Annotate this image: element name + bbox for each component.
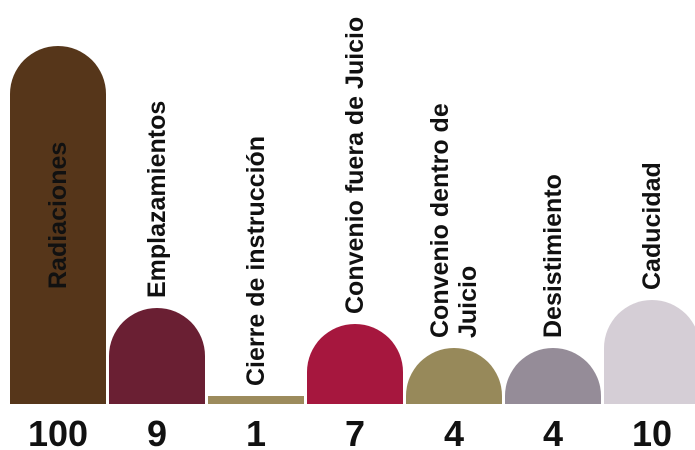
category-label-cierre-de-instruccion: Cierre de instrucción [242,136,270,386]
category-label-desistimiento: Desistimiento [539,174,567,338]
category-label-radiaciones: Radiaciones [44,142,72,289]
bar-radiaciones [10,46,106,404]
category-label-emplazamientos: Emplazamientos [143,101,171,298]
value-label-desistimiento: 4 [543,413,563,450]
svg-text:Radiaciones: Radiaciones [44,142,72,289]
svg-text:Desistimiento: Desistimiento [539,174,567,338]
value-label-emplazamientos: 9 [147,413,167,450]
value-label-radiaciones: 100 [28,413,88,450]
value-label-convenio-fuera-de-juicio: 7 [345,413,365,450]
value-label-convenio-dentro-de-juicio: 4 [444,413,464,450]
svg-text:Convenio dentro de: Convenio dentro de [426,103,454,338]
bar-desistimiento [505,348,601,404]
category-label-convenio-fuera-de-juicio: Convenio fuera de Juicio [341,17,369,314]
svg-text:Juicio: Juicio [454,266,482,338]
category-label-convenio-dentro-de-juicio: Convenio dentro de Juicio [426,103,482,338]
value-label-cierre-de-instruccion: 1 [246,413,266,450]
svg-text:Convenio fuera de Juicio: Convenio fuera de Juicio [341,17,369,314]
svg-text:Caducidad: Caducidad [638,162,666,290]
category-label-caducidad: Caducidad [638,162,666,290]
svg-text:Emplazamientos: Emplazamientos [143,101,171,298]
value-label-caducidad: 10 [632,413,672,450]
svg-text:Cierre de instrucción: Cierre de instrucción [242,136,270,386]
bar-cierre-de-instruccion [208,396,304,404]
bar-convenio-fuera-de-juicio [307,324,403,404]
bar-caducidad [604,300,695,404]
bar-convenio-dentro-de-juicio [406,348,502,404]
bar-emplazamientos [109,308,205,404]
